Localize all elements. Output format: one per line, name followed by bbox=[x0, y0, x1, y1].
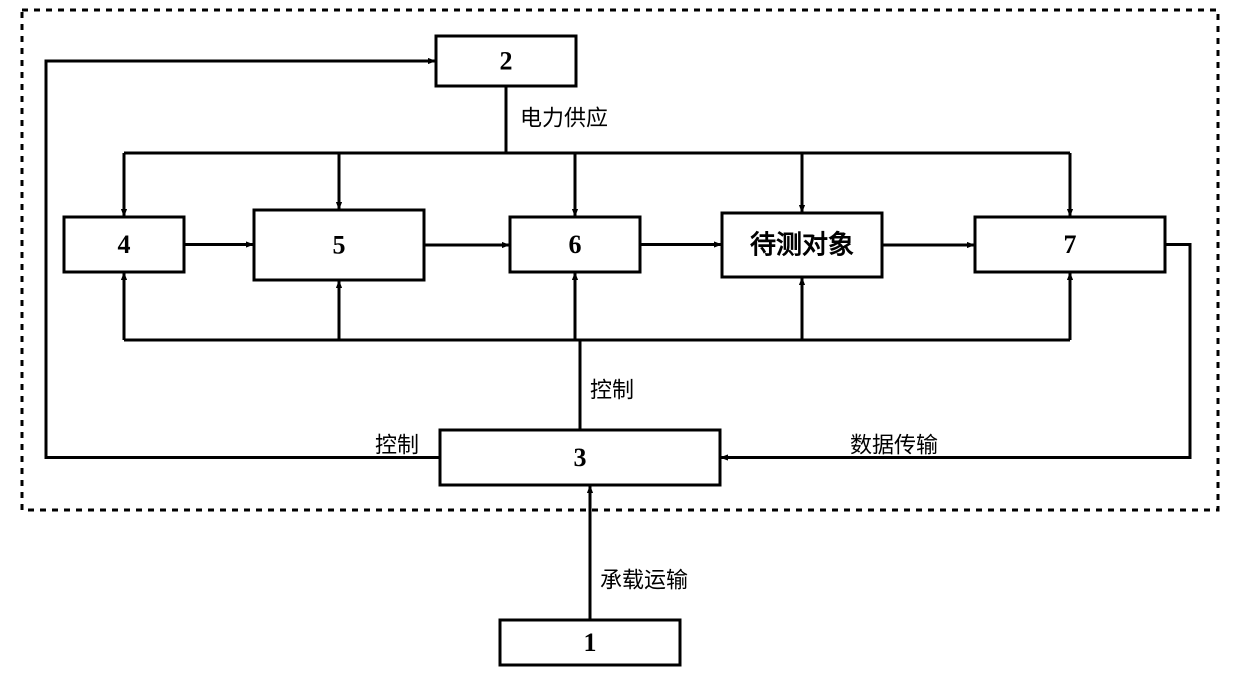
node-label-n6: 6 bbox=[569, 230, 582, 259]
label-carry: 承载运输 bbox=[600, 568, 688, 593]
node-label-n4: 4 bbox=[118, 230, 131, 259]
node-label-n7: 7 bbox=[1064, 230, 1077, 259]
node-label-n2: 2 bbox=[500, 47, 513, 76]
label-control1: 控制 bbox=[590, 378, 634, 403]
label-power: 电力供应 bbox=[520, 106, 608, 131]
label-data: 数据传输 bbox=[850, 433, 938, 458]
node-label-n3: 3 bbox=[574, 443, 587, 472]
node-label-n5: 5 bbox=[333, 231, 346, 260]
node-label-n1: 1 bbox=[584, 628, 597, 657]
node-label-dut: 待测对象 bbox=[750, 230, 854, 260]
block-diagram: 123456待测对象7电力供应控制控制数据传输承载运输 bbox=[0, 0, 1240, 687]
label-control2: 控制 bbox=[375, 433, 419, 458]
